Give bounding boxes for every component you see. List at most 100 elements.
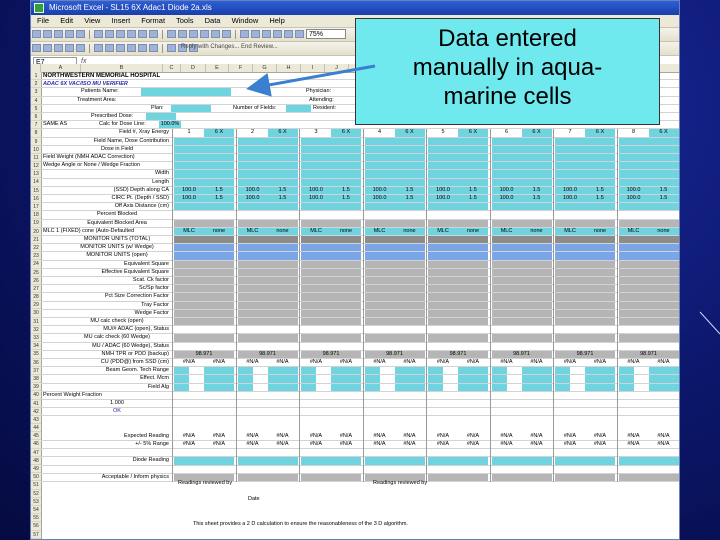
- column-header[interactable]: D: [181, 64, 206, 72]
- cell[interactable]: [555, 326, 615, 333]
- cell[interactable]: [491, 162, 522, 170]
- cell[interactable]: [555, 244, 615, 252]
- cell[interactable]: [174, 236, 234, 244]
- cell[interactable]: [458, 145, 488, 153]
- cell[interactable]: [204, 367, 234, 375]
- cell[interactable]: [237, 178, 268, 186]
- cell[interactable]: [555, 137, 585, 145]
- cell[interactable]: #N/A: [309, 432, 323, 439]
- cell[interactable]: none: [585, 227, 615, 235]
- cell[interactable]: [364, 301, 425, 309]
- cell[interactable]: [555, 203, 585, 211]
- cell[interactable]: [521, 375, 552, 383]
- cell[interactable]: [301, 203, 331, 211]
- cell[interactable]: [301, 268, 361, 276]
- cell[interactable]: #N/A: [212, 432, 226, 439]
- cell[interactable]: #N/A: [212, 359, 226, 365]
- cell[interactable]: [648, 383, 679, 391]
- cell[interactable]: [301, 285, 361, 293]
- menu-tools[interactable]: Tools: [176, 16, 194, 25]
- row-header[interactable]: 10: [31, 146, 41, 154]
- cell[interactable]: MLC: [618, 227, 649, 235]
- cell[interactable]: 6 X: [394, 129, 425, 137]
- cell[interactable]: [174, 301, 234, 309]
- toolbar-button-icon[interactable]: [189, 30, 198, 38]
- row-header[interactable]: 31: [31, 318, 41, 326]
- cell[interactable]: #N/A: [627, 441, 640, 447]
- cell[interactable]: [364, 236, 425, 244]
- cell[interactable]: [521, 178, 552, 186]
- row-header[interactable]: 2: [31, 80, 41, 89]
- cell[interactable]: [237, 260, 298, 268]
- row-header[interactable]: 39: [31, 383, 41, 392]
- cell[interactable]: [521, 145, 552, 153]
- cell[interactable]: [301, 260, 361, 268]
- cell[interactable]: [491, 457, 522, 465]
- cell[interactable]: [174, 285, 234, 293]
- cell[interactable]: [648, 154, 679, 162]
- cell[interactable]: [491, 334, 552, 342]
- row-header[interactable]: 41: [31, 400, 41, 408]
- cell[interactable]: [174, 260, 234, 268]
- row-header[interactable]: 53: [31, 498, 41, 506]
- cell[interactable]: none: [394, 227, 425, 235]
- row-header[interactable]: 49: [31, 465, 41, 474]
- cell[interactable]: none: [648, 227, 679, 235]
- cell[interactable]: [394, 137, 425, 145]
- cell[interactable]: 98.971: [555, 350, 615, 358]
- cell[interactable]: [237, 162, 268, 170]
- toolbar-button-icon[interactable]: [43, 44, 52, 52]
- cell[interactable]: [428, 154, 458, 162]
- cell[interactable]: [491, 473, 552, 481]
- row-header[interactable]: 42: [31, 408, 41, 416]
- spreadsheet-grid[interactable]: Patients Name: Physician: Treatment Area: A…: [41, 72, 679, 539]
- cell[interactable]: #N/A: [246, 432, 259, 439]
- cell[interactable]: [301, 154, 331, 162]
- cell[interactable]: #N/A: [276, 359, 289, 365]
- cell[interactable]: #N/A: [627, 432, 640, 439]
- cell[interactable]: MLC: [491, 227, 522, 235]
- cell[interactable]: [585, 154, 615, 162]
- cell[interactable]: 98.971: [491, 350, 552, 358]
- cell[interactable]: [331, 383, 361, 391]
- cell[interactable]: [458, 375, 488, 383]
- row-header[interactable]: 50: [31, 473, 41, 482]
- toolbar-button-icon[interactable]: [138, 30, 147, 38]
- cell[interactable]: [364, 219, 425, 227]
- cell[interactable]: [364, 318, 425, 326]
- cell[interactable]: [301, 326, 361, 333]
- cell[interactable]: [364, 137, 395, 145]
- cell[interactable]: [267, 457, 298, 465]
- toolbar-button-icon[interactable]: [105, 30, 114, 38]
- cell[interactable]: [555, 367, 570, 375]
- toolbar-button-icon[interactable]: [65, 30, 74, 38]
- cell[interactable]: [428, 277, 488, 285]
- menu-format[interactable]: Format: [141, 16, 166, 25]
- cell[interactable]: [364, 260, 425, 268]
- row-header[interactable]: 22: [31, 244, 41, 253]
- cell[interactable]: [364, 383, 380, 391]
- toolbar-button-icon[interactable]: [167, 44, 176, 52]
- row-header[interactable]: 13: [31, 170, 41, 179]
- cell[interactable]: #N/A: [403, 359, 416, 365]
- cell[interactable]: 100.0: [618, 195, 649, 203]
- cell[interactable]: [301, 383, 316, 391]
- row-header[interactable]: 34: [31, 342, 41, 351]
- row-header[interactable]: 6: [31, 113, 41, 122]
- cell[interactable]: [521, 162, 552, 170]
- row-header[interactable]: 24: [31, 260, 41, 269]
- cell[interactable]: none: [521, 227, 552, 235]
- row-header[interactable]: 21: [31, 236, 41, 244]
- cell[interactable]: [585, 367, 615, 375]
- cell[interactable]: [174, 178, 204, 186]
- cell[interactable]: [301, 375, 316, 383]
- cell[interactable]: [237, 203, 268, 211]
- cell[interactable]: [428, 301, 488, 309]
- cell[interactable]: [458, 203, 488, 211]
- cell[interactable]: [585, 162, 615, 170]
- cell[interactable]: [428, 318, 488, 326]
- cell[interactable]: [394, 367, 425, 375]
- cell[interactable]: [555, 252, 615, 260]
- cell[interactable]: [331, 170, 361, 178]
- toolbar-button-icon[interactable]: [251, 30, 260, 38]
